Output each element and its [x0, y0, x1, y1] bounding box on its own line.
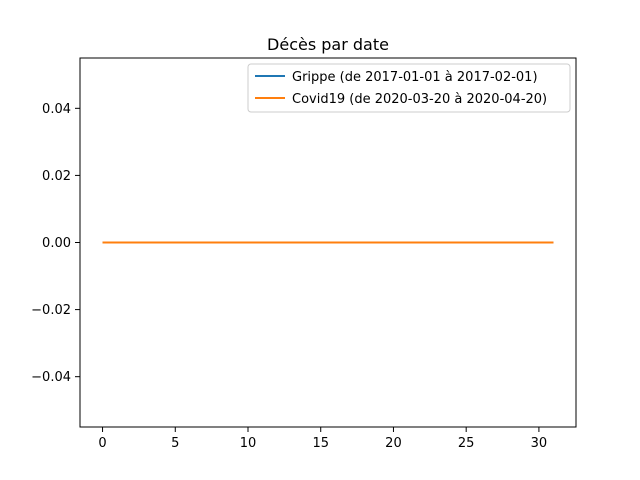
x-axis: 0 5 10 15 20 25 30: [98, 427, 547, 451]
y-tick-label: 0.02: [42, 169, 71, 184]
y-tick-label: −0.04: [31, 370, 71, 385]
y-tick-label: 0.04: [42, 102, 71, 117]
y-tick-label: −0.02: [31, 303, 71, 318]
x-tick-label: 20: [385, 436, 402, 451]
legend: Grippe (de 2017-01-01 à 2017-02-01) Covi…: [247, 63, 571, 113]
x-tick-label: 5: [171, 436, 179, 451]
legend-box: [247, 63, 571, 113]
x-tick-label: 10: [240, 436, 257, 451]
x-tick-label: 25: [458, 436, 475, 451]
y-axis: 0.04 0.02 0.00 −0.02 −0.04: [31, 102, 80, 385]
y-tick-label: 0.00: [42, 236, 71, 251]
legend-label-grippe: Grippe (de 2017-01-01 à 2017-02-01): [292, 70, 538, 85]
x-tick-label: 30: [531, 436, 548, 451]
x-tick-label: 0: [98, 436, 106, 451]
chart-title: Décès par date: [267, 35, 389, 54]
legend-label-covid19: Covid19 (de 2020-03-20 à 2020-04-20): [292, 92, 547, 107]
x-tick-label: 15: [312, 436, 329, 451]
